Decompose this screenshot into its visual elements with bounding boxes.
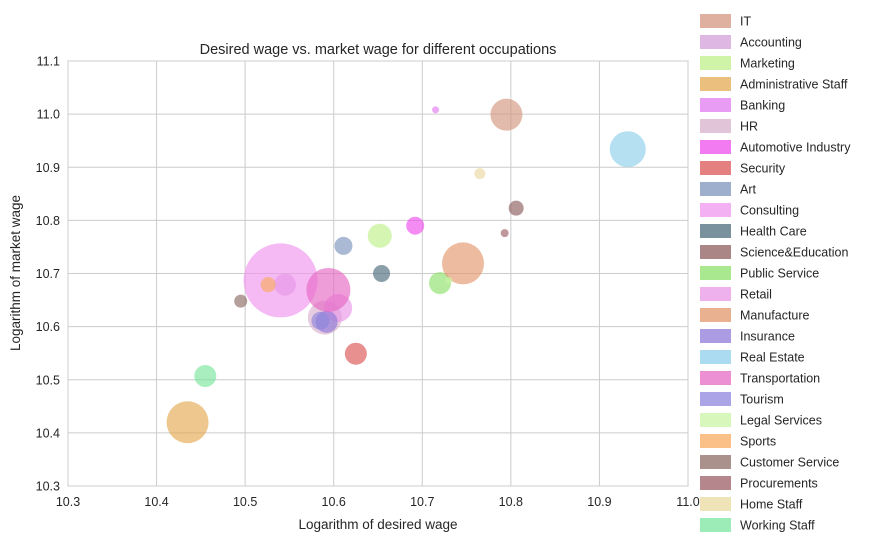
legend-label: Home Staff bbox=[740, 498, 803, 512]
legend-label: Transportation bbox=[740, 372, 820, 386]
chart-title: Desired wage vs. market wage for differe… bbox=[200, 42, 557, 58]
x-tick-label: 10.4 bbox=[144, 495, 168, 509]
legend-label: Insurance bbox=[740, 330, 795, 344]
legend-label: Security bbox=[740, 162, 786, 176]
data-point bbox=[406, 216, 425, 235]
legend-swatch bbox=[700, 182, 731, 196]
data-point bbox=[194, 365, 217, 388]
legend-swatch bbox=[700, 350, 731, 364]
y-tick-label: 10.5 bbox=[36, 373, 60, 387]
legend-label: Legal Services bbox=[740, 414, 822, 428]
legend-swatch bbox=[700, 371, 731, 385]
x-tick-label: 10.6 bbox=[322, 495, 346, 509]
y-tick-labels: 10.3 10.4 10.5 10.6 10.7 10.8 10.9 11.0 11.1 bbox=[36, 55, 60, 494]
data-point bbox=[442, 242, 485, 285]
x-tick-label: 10.5 bbox=[233, 495, 257, 509]
legend-swatch bbox=[700, 392, 731, 406]
legend-label: Working Staff bbox=[740, 519, 815, 533]
legend-swatch bbox=[700, 287, 731, 301]
x-axis-label: Logarithm of desired wage bbox=[298, 517, 457, 532]
x-tick-label: 10.9 bbox=[587, 495, 611, 509]
data-point bbox=[500, 229, 509, 238]
legend-label: Science&Education bbox=[740, 246, 848, 260]
legend-label: Banking bbox=[740, 99, 785, 113]
legend-swatch bbox=[700, 203, 731, 217]
y-tick-label: 11.0 bbox=[37, 108, 60, 122]
legend-label: Accounting bbox=[740, 36, 802, 50]
legend-swatch bbox=[700, 224, 731, 238]
data-point bbox=[508, 200, 524, 216]
y-tick-label: 10.7 bbox=[36, 267, 60, 281]
data-point bbox=[609, 131, 646, 168]
legend-label: Marketing bbox=[740, 57, 795, 71]
legend-swatch bbox=[700, 413, 731, 427]
y-tick-label: 10.4 bbox=[36, 426, 60, 440]
legend-swatch bbox=[700, 329, 731, 343]
legend-swatch bbox=[700, 98, 731, 112]
legend-swatch bbox=[700, 455, 731, 469]
legend-label: Retail bbox=[740, 288, 772, 302]
y-tick-label: 10.3 bbox=[36, 480, 60, 494]
legend-label: HR bbox=[740, 120, 758, 134]
data-points bbox=[166, 98, 646, 444]
x-tick-labels: 10.3 10.4 10.5 10.6 10.7 10.8 10.9 11.0 bbox=[56, 495, 700, 509]
data-point bbox=[166, 401, 209, 444]
legend-swatch bbox=[700, 245, 731, 259]
legend-label: Customer Service bbox=[740, 456, 839, 470]
legend-swatch bbox=[700, 308, 731, 322]
legend-swatch bbox=[700, 161, 731, 175]
legend: IT Accounting Marketing Administrative Staf… bbox=[700, 14, 851, 533]
legend-label: Health Care bbox=[740, 225, 807, 239]
y-tick-label: 10.6 bbox=[36, 320, 60, 334]
data-point bbox=[432, 106, 440, 114]
legend-swatch bbox=[700, 434, 731, 448]
legend-swatch bbox=[700, 476, 731, 490]
legend-swatch bbox=[700, 77, 731, 91]
legend-label: Procurements bbox=[740, 477, 818, 491]
x-tick-label: 10.7 bbox=[410, 495, 434, 509]
data-point bbox=[429, 272, 451, 295]
data-point bbox=[260, 277, 276, 293]
data-point bbox=[445, 276, 453, 284]
legend-label: Manufacture bbox=[740, 309, 810, 323]
x-tick-label: 10.3 bbox=[56, 495, 80, 509]
y-tick-label: 11.1 bbox=[37, 55, 60, 69]
legend-swatch bbox=[700, 56, 731, 70]
legend-swatch bbox=[700, 140, 731, 154]
legend-label: Automotive Industry bbox=[740, 141, 851, 155]
legend-swatch bbox=[700, 497, 731, 511]
legend-label: Consulting bbox=[740, 204, 799, 218]
data-point bbox=[334, 236, 353, 255]
legend-swatch bbox=[700, 266, 731, 280]
x-tick-label: 10.8 bbox=[499, 495, 523, 509]
legend-swatch bbox=[700, 14, 731, 28]
data-point bbox=[344, 342, 367, 365]
legend-label: Public Service bbox=[740, 267, 819, 281]
x-tick-label: 11.0 bbox=[676, 495, 699, 509]
legend-label: IT bbox=[740, 15, 751, 29]
data-point bbox=[367, 223, 392, 248]
data-point bbox=[306, 267, 351, 312]
data-point bbox=[474, 168, 486, 180]
y-tick-label: 10.8 bbox=[36, 214, 60, 228]
data-point bbox=[234, 294, 248, 308]
y-tick-label: 10.9 bbox=[36, 161, 60, 175]
data-point bbox=[311, 311, 330, 330]
data-point bbox=[243, 243, 318, 318]
legend-label: Sports bbox=[740, 435, 776, 449]
legend-label: Administrative Staff bbox=[740, 78, 848, 92]
legend-swatch bbox=[700, 35, 731, 49]
data-point bbox=[373, 265, 391, 282]
y-axis-label: Logarithm of market wage bbox=[8, 195, 23, 351]
legend-label: Real Estate bbox=[740, 351, 805, 365]
data-point bbox=[490, 98, 523, 131]
legend-label: Tourism bbox=[740, 393, 784, 407]
legend-label: Art bbox=[740, 183, 757, 197]
legend-swatch bbox=[700, 518, 731, 532]
legend-swatch bbox=[700, 119, 731, 133]
